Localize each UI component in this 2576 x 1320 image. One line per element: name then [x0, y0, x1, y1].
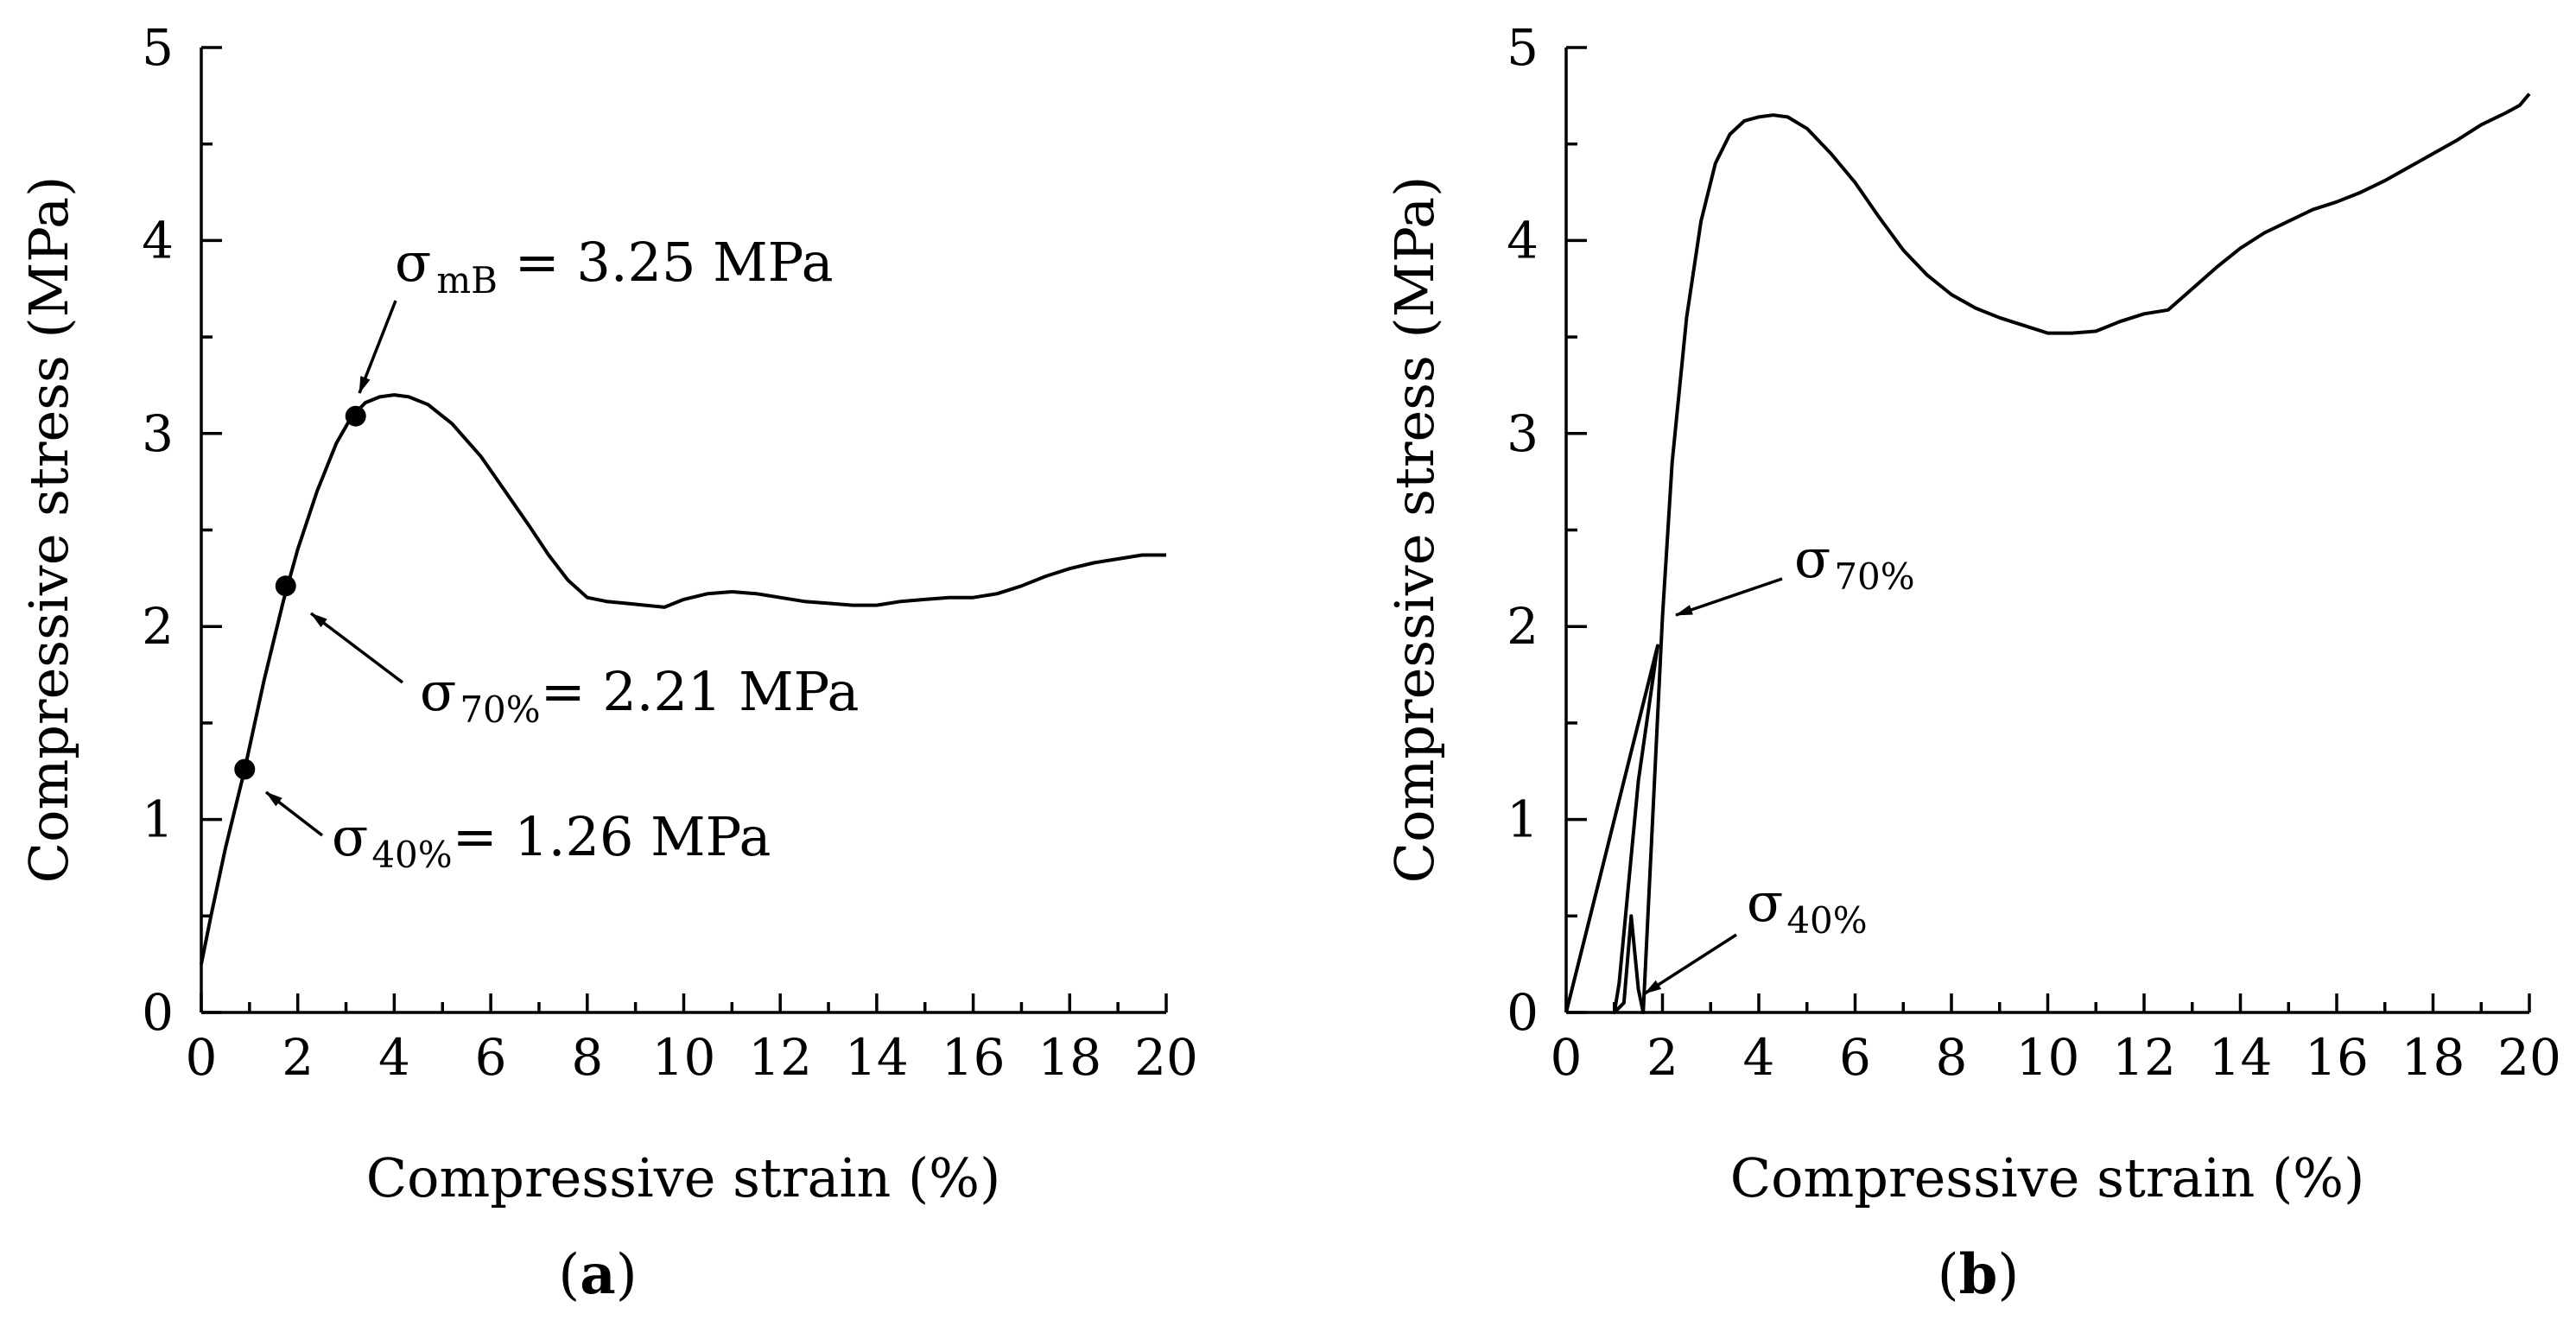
panel-b-ytick-label-1: 1	[1507, 790, 1539, 849]
panel-b-ytick-label-2: 2	[1507, 597, 1539, 656]
panel-b-xtick-label-14: 14	[2209, 1028, 2273, 1087]
panel-b-xtick-label-6: 6	[1839, 1028, 1871, 1087]
arrow-sigma-mB	[358, 300, 397, 394]
panel-b-xtick-label-0: 0	[1551, 1028, 1583, 1087]
panel-a-xtick-label-6: 6	[475, 1028, 507, 1087]
panel-a-xtick-label-4: 4	[378, 1028, 410, 1087]
panel-a-xtick-label-18: 18	[1037, 1028, 1101, 1087]
annotation-sigma-40: σ40%= 1.26 MPa	[332, 805, 771, 876]
panel-b-xtick-label-20: 20	[2497, 1028, 2561, 1087]
panel-a-xtick-label-10: 10	[652, 1028, 716, 1087]
panel-a-ylabel: Compressive stress (MPa)	[17, 176, 80, 884]
arrow-sigma-70	[309, 612, 404, 684]
annotation-sigma-mB: σ mB = 3.25 MPa	[395, 231, 834, 301]
annotation-sigma-70: σ70%= 2.21 MPa	[420, 660, 859, 731]
panel-a-ytick-label-2: 2	[142, 597, 174, 656]
panel-b-xtick-label-12: 12	[2112, 1028, 2176, 1087]
annotation-b-sigma-70: σ70%	[1794, 527, 1915, 598]
panel-a-xtick-label-0: 0	[186, 1028, 218, 1087]
point-sigma-70	[275, 575, 296, 597]
panel-a-label: (a)	[558, 1242, 637, 1307]
panel-b-ytick-label-0: 0	[1507, 983, 1539, 1042]
panel-b-xtick-label-4: 4	[1743, 1028, 1775, 1087]
arrow-b-sigma-70	[1675, 577, 1783, 617]
panel-b-xtick-label-8: 8	[1936, 1028, 1968, 1087]
panel-b-ytick-label-5: 5	[1507, 18, 1539, 77]
panel-b-xlabel: Compressive strain (%)	[1730, 1146, 2365, 1209]
point-sigma-40	[234, 758, 256, 780]
panel-b-xtick-label-16: 16	[2305, 1028, 2369, 1087]
panel-a-xtick-label-16: 16	[942, 1028, 1006, 1087]
panel-a-ytick-label-0: 0	[142, 983, 174, 1042]
panel-a-series-line	[200, 393, 1166, 965]
arrow-b-sigma-40	[1644, 933, 1737, 995]
panel-a-xtick-label-14: 14	[845, 1028, 909, 1087]
panel-b-series-line	[1564, 92, 2531, 1014]
panel-a-xlabel: Compressive strain (%)	[366, 1146, 1001, 1209]
annotation-b-sigma-40: σ40%	[1747, 871, 1868, 942]
panel-a-points	[234, 405, 366, 780]
panel-b-label: (b)	[1938, 1242, 2020, 1307]
panel-b-xtick-label-18: 18	[2402, 1028, 2465, 1087]
panel-a-ytick-label-5: 5	[142, 18, 174, 77]
panel-b-ytick-label-3: 3	[1507, 404, 1539, 463]
panel-a-xtick-label-2: 2	[282, 1028, 314, 1087]
panel-a-xtick-label-20: 20	[1134, 1028, 1198, 1087]
point-sigma-mB	[345, 405, 366, 427]
panel-b-xtick-label-2: 2	[1646, 1028, 1678, 1087]
panel-b-ytick-label-4: 4	[1507, 211, 1539, 270]
panel-b-ylabel: Compressive stress (MPa)	[1383, 176, 1446, 884]
panel-a-ytick-label-3: 3	[142, 404, 174, 463]
panel-a-xtick-label-12: 12	[748, 1028, 812, 1087]
panel-b-xtick-label-10: 10	[2016, 1028, 2080, 1087]
panel-a-ytick-label-4: 4	[142, 211, 174, 270]
arrow-sigma-40	[264, 790, 324, 837]
panel-a-ytick-label-1: 1	[142, 790, 174, 849]
panel-a-xtick-label-8: 8	[571, 1028, 603, 1087]
